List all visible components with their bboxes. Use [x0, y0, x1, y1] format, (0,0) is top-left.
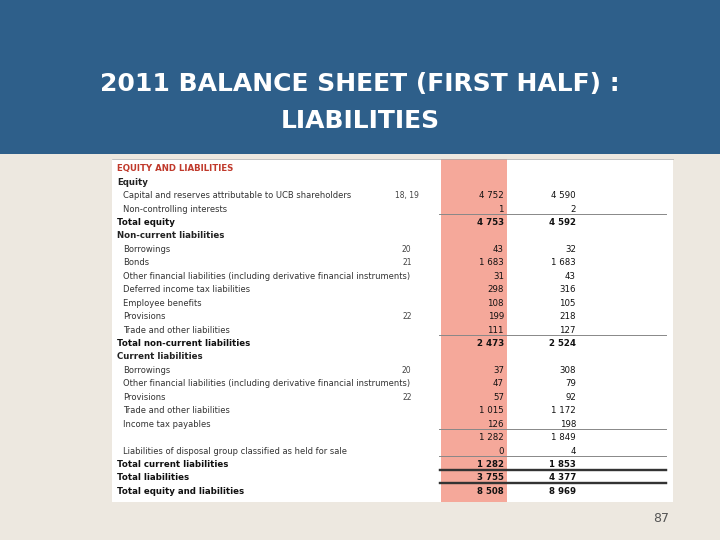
Text: Total non-current liabilities: Total non-current liabilities: [117, 339, 251, 348]
Text: 4: 4: [570, 447, 576, 456]
Text: Total equity: Total equity: [117, 218, 175, 227]
Text: Equity: Equity: [117, 178, 148, 187]
Text: 22: 22: [402, 312, 412, 321]
Text: Employee benefits: Employee benefits: [123, 299, 202, 308]
Text: 43: 43: [565, 272, 576, 281]
Text: Liabilities of disposal group classified as held for sale: Liabilities of disposal group classified…: [123, 447, 347, 456]
Text: Provisions: Provisions: [123, 312, 166, 321]
Text: 198: 198: [559, 420, 576, 429]
Text: 2: 2: [570, 205, 576, 213]
Text: 1: 1: [498, 205, 504, 213]
Text: 127: 127: [559, 326, 576, 335]
Text: 32: 32: [565, 245, 576, 254]
Text: 4 590: 4 590: [552, 191, 576, 200]
Text: 92: 92: [565, 393, 576, 402]
Text: 2011 BALANCE SHEET (FIRST HALF) :: 2011 BALANCE SHEET (FIRST HALF) :: [100, 72, 620, 96]
Text: 18, 19: 18, 19: [395, 191, 419, 200]
Text: 21: 21: [402, 258, 412, 267]
Text: 105: 105: [559, 299, 576, 308]
Text: Other financial liabilities (including derivative financial instruments): Other financial liabilities (including d…: [123, 272, 410, 281]
Text: 20: 20: [402, 366, 412, 375]
Text: 108: 108: [487, 299, 504, 308]
Text: 79: 79: [565, 380, 576, 388]
Text: 1 853: 1 853: [549, 460, 576, 469]
Text: 2 524: 2 524: [549, 339, 576, 348]
Text: 1 015: 1 015: [480, 406, 504, 415]
Text: Borrowings: Borrowings: [123, 366, 171, 375]
Text: Income tax payables: Income tax payables: [123, 420, 211, 429]
Text: 4 753: 4 753: [477, 218, 504, 227]
Text: 4 377: 4 377: [549, 474, 576, 483]
Text: 8 969: 8 969: [549, 487, 576, 496]
Text: 31: 31: [493, 272, 504, 281]
Text: Non-controlling interests: Non-controlling interests: [123, 205, 228, 213]
Text: 1 172: 1 172: [552, 406, 576, 415]
Text: Total current liabilities: Total current liabilities: [117, 460, 229, 469]
Text: 1 683: 1 683: [552, 258, 576, 267]
Text: 1 282: 1 282: [477, 460, 504, 469]
Text: LIABILITIES: LIABILITIES: [280, 110, 440, 133]
Text: Trade and other liabilities: Trade and other liabilities: [123, 326, 230, 335]
Text: 308: 308: [559, 366, 576, 375]
Text: Bonds: Bonds: [123, 258, 149, 267]
Text: 20: 20: [402, 245, 412, 254]
Text: 199: 199: [487, 312, 504, 321]
Text: 8 508: 8 508: [477, 487, 504, 496]
Text: 1 849: 1 849: [552, 433, 576, 442]
Text: 1 683: 1 683: [480, 258, 504, 267]
Text: 316: 316: [559, 285, 576, 294]
Text: Total equity and liabilities: Total equity and liabilities: [117, 487, 245, 496]
Text: Other financial liabilities (including derivative financial instruments): Other financial liabilities (including d…: [123, 380, 410, 388]
Text: Deferred income tax liabilities: Deferred income tax liabilities: [123, 285, 251, 294]
Text: 126: 126: [487, 420, 504, 429]
Text: Total liabilities: Total liabilities: [117, 474, 189, 483]
Text: 3 755: 3 755: [477, 474, 504, 483]
Text: 22: 22: [402, 393, 412, 402]
Text: 87: 87: [654, 512, 670, 525]
Text: EQUITY AND LIABILITIES: EQUITY AND LIABILITIES: [117, 164, 234, 173]
Text: Non-current liabilities: Non-current liabilities: [117, 232, 225, 240]
Text: Provisions: Provisions: [123, 393, 166, 402]
Text: 43: 43: [493, 245, 504, 254]
Text: 57: 57: [493, 393, 504, 402]
Text: 218: 218: [559, 312, 576, 321]
Text: 4 752: 4 752: [480, 191, 504, 200]
Text: 0: 0: [498, 447, 504, 456]
Text: Capital and reserves attributable to UCB shareholders: Capital and reserves attributable to UCB…: [123, 191, 351, 200]
Text: 2 473: 2 473: [477, 339, 504, 348]
Text: 47: 47: [493, 380, 504, 388]
Text: 37: 37: [493, 366, 504, 375]
Text: 1 282: 1 282: [480, 433, 504, 442]
Text: 111: 111: [487, 326, 504, 335]
Text: 4 592: 4 592: [549, 218, 576, 227]
Text: Trade and other liabilities: Trade and other liabilities: [123, 406, 230, 415]
Text: 298: 298: [487, 285, 504, 294]
Text: Borrowings: Borrowings: [123, 245, 171, 254]
Text: Current liabilities: Current liabilities: [117, 353, 203, 361]
